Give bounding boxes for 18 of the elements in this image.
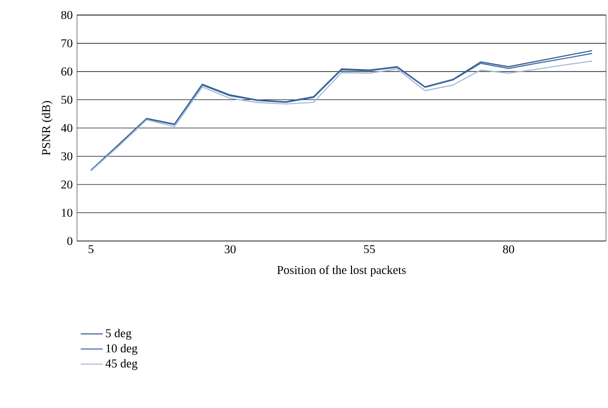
- y-tick-label: 10: [62, 208, 72, 217]
- legend-label: 45 deg: [106, 359, 138, 370]
- x-tick-label: 5: [88, 245, 94, 254]
- y-tick-label: 0: [67, 236, 72, 246]
- legend-label: 5 deg: [106, 328, 132, 340]
- y-tick-label: 80: [61, 10, 72, 20]
- y-axis-title: PSNR (dB): [42, 101, 53, 156]
- x-tick-label: 30: [224, 245, 236, 254]
- legend-label: 10 deg: [106, 344, 138, 355]
- x-tick-label: 80: [503, 245, 514, 254]
- y-tick-label: 70: [62, 39, 72, 48]
- x-tick-label: 55: [364, 245, 375, 254]
- y-tick-label: 50: [61, 96, 72, 104]
- x-axis-title: Position of the lost packets: [277, 265, 406, 277]
- y-tick-label: 60: [61, 67, 72, 76]
- y-tick-label: 30: [61, 152, 72, 160]
- y-tick-label: 20: [61, 180, 72, 189]
- y-tick-label: 40: [61, 124, 72, 132]
